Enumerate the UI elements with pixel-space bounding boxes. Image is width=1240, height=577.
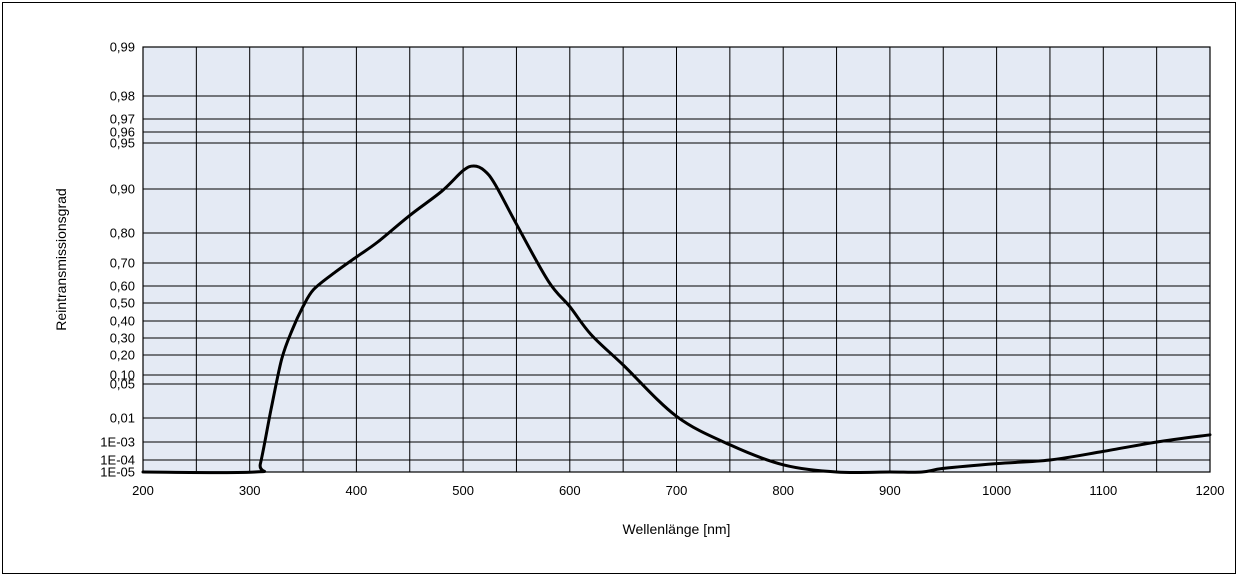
x-tick-label: 400 <box>346 483 368 498</box>
x-tick-label: 800 <box>772 483 794 498</box>
x-tick-label: 900 <box>879 483 901 498</box>
y-tick-label: 0,98 <box>110 89 135 104</box>
y-tick-label: 0,40 <box>110 313 135 328</box>
x-tick-label: 600 <box>559 483 581 498</box>
y-tick-label: 0,01 <box>110 410 135 425</box>
grid-lines <box>142 46 1211 473</box>
y-tick-label: 0,96 <box>110 125 135 140</box>
y-tick-label: 0,90 <box>110 181 135 196</box>
y-axis-label: Reintransmissionsgrad <box>53 188 69 330</box>
plot-border <box>142 46 1211 473</box>
x-tick-label: 300 <box>239 483 261 498</box>
y-tick-label: 0,05 <box>110 376 135 391</box>
y-tick-label: 0,70 <box>110 255 135 270</box>
y-tick-label: 1E-03 <box>100 434 135 449</box>
x-tick-label: 1000 <box>982 483 1011 498</box>
y-tick-label: 0,10 <box>110 368 135 383</box>
x-tick-labels: 200 300 400 500 600 700 800 900 1000 1100 1200 <box>132 483 1224 498</box>
y-tick-label: 0,50 <box>110 296 135 311</box>
x-tick-label: 1100 <box>1089 483 1117 498</box>
x-tick-label: 500 <box>452 483 474 498</box>
y-tick-label: 0,80 <box>110 225 135 240</box>
y-tick-label: 0,60 <box>110 279 135 294</box>
y-tick-label: 0,30 <box>110 330 135 345</box>
y-tick-label: 0,20 <box>110 347 135 362</box>
y-tick-labels: 0,99 0,98 0,970,960,95 0,90 0,80 0,70 0,60 0,50… <box>100 40 135 480</box>
y-tick-label: 1E-05 <box>100 465 135 480</box>
y-tick-label: 0,97 <box>110 111 135 126</box>
y-tick-label: 1E-04 <box>100 453 135 468</box>
x-axis-label: Wellenlänge [nm] <box>623 521 731 537</box>
x-tick-label: 200 <box>132 483 154 498</box>
x-tick-label: 700 <box>666 483 688 498</box>
y-tick-label: 0,95 <box>110 136 135 151</box>
y-tick-label: 0,99 <box>110 40 135 55</box>
x-tick-label: 1200 <box>1196 483 1225 498</box>
transmission-curve <box>141 164 1212 475</box>
